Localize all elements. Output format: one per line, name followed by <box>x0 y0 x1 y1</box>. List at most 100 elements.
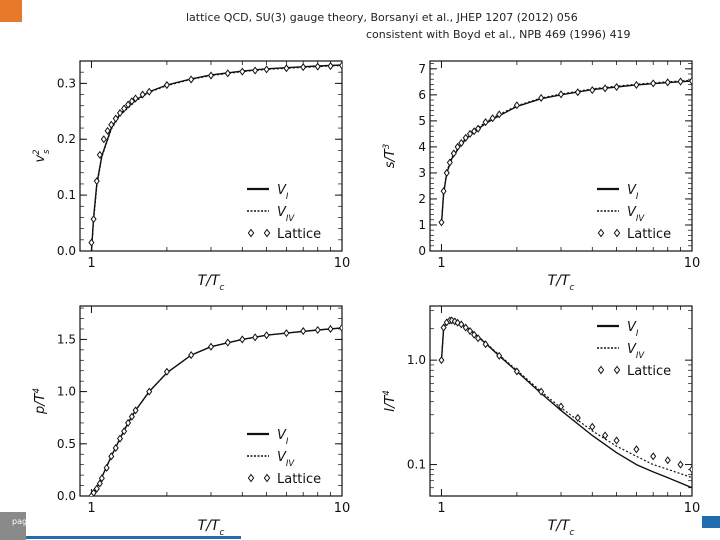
lattice-point <box>132 94 139 103</box>
legend-label: Lattice <box>627 227 671 242</box>
lattice-point <box>112 114 119 123</box>
lattice-point <box>688 77 692 86</box>
lattice-point <box>466 327 474 336</box>
legend-marker-lattice <box>597 228 605 238</box>
plot-series-group <box>88 61 342 251</box>
lattice-point <box>475 334 482 343</box>
lattice-point <box>440 323 447 332</box>
legend-marker-lattice <box>247 228 255 238</box>
lattice-point <box>100 135 107 144</box>
lattice-point <box>283 64 290 73</box>
legend-label: VI <box>627 183 639 201</box>
lattice-point <box>454 318 461 327</box>
lattice-point <box>300 327 307 336</box>
y-tick-label: 1.0 <box>407 353 426 367</box>
legend-label: VIV <box>277 205 295 223</box>
lattice-point <box>327 324 334 334</box>
plot-series-group <box>438 316 692 489</box>
lattice-point <box>338 61 342 70</box>
x-tick-label: 1 <box>437 256 445 271</box>
lattice-point <box>538 387 545 396</box>
y-tick-label: 1.5 <box>57 332 76 346</box>
brand-corner-block <box>0 0 22 22</box>
lattice-point <box>650 79 657 88</box>
lattice-point <box>496 351 503 360</box>
y-tick-label: 0 <box>418 244 426 258</box>
y-tick-label: 1.0 <box>57 385 76 399</box>
lattice-point <box>602 431 609 440</box>
lattice-point <box>513 367 520 376</box>
x-axis-label: T/Tc <box>198 518 225 538</box>
lattice-point <box>90 215 97 224</box>
lattice-point <box>121 104 128 113</box>
y-tick-label: 4 <box>418 140 426 154</box>
x-tick-label: 1 <box>87 256 95 271</box>
lattice-point <box>450 149 457 158</box>
lattice-point <box>482 118 489 127</box>
lattice-point <box>207 342 215 351</box>
legend-marker-lattice <box>247 473 255 483</box>
lattice-point <box>443 168 450 177</box>
series-line-viv <box>90 327 342 496</box>
legend-label: Lattice <box>277 227 321 242</box>
lattice-point <box>513 101 520 110</box>
lattice-point <box>458 138 465 148</box>
lattice-point <box>108 120 115 129</box>
legend-marker-lattice <box>613 228 621 238</box>
x-tick-label: 1 <box>437 501 445 516</box>
legend-label: VI <box>627 320 639 338</box>
y-tick-label: 6 <box>418 88 426 102</box>
lattice-point <box>239 335 246 344</box>
chart-trace-anomaly: 1 10 0.1 1.0 T/Tc I/T4 VI VIV Lattice <box>381 305 700 538</box>
lattice-point <box>446 158 453 167</box>
lattice-point <box>466 129 474 138</box>
lattice-point <box>263 331 270 340</box>
lattice-point <box>103 463 110 472</box>
y-tick-label: 0.1 <box>57 188 76 202</box>
lattice-point <box>574 413 581 422</box>
lattice-point <box>613 436 620 445</box>
lattice-point <box>96 479 103 488</box>
lattice-point <box>462 133 469 142</box>
lattice-point <box>263 65 270 74</box>
lattice-point <box>633 445 640 454</box>
lattice-point <box>163 367 170 376</box>
legend-label: VI <box>277 428 289 446</box>
x-axis-label: T/Tc <box>198 273 225 293</box>
plot-frame <box>79 305 343 497</box>
lattice-point <box>146 387 153 396</box>
x-tick-label: 10 <box>334 256 351 271</box>
lattice-point <box>125 100 132 109</box>
legend-label: VIV <box>627 205 645 223</box>
series-line-viv <box>440 319 692 479</box>
lattice-point <box>688 465 692 474</box>
lattice-point <box>633 80 640 89</box>
lattice-point <box>538 93 545 102</box>
legend-label: Lattice <box>277 472 321 487</box>
plot-frame <box>429 60 693 252</box>
lattice-point <box>557 402 565 411</box>
lattice-point <box>300 63 307 72</box>
lattice-point <box>98 474 105 483</box>
lattice-point <box>163 80 170 90</box>
reference-caption-line1: lattice QCD, SU(3) gauge theory, Borsany… <box>186 11 578 24</box>
lattice-point <box>108 452 115 461</box>
lattice-point <box>489 114 496 123</box>
lattice-point <box>482 340 489 349</box>
y-tick-label: 5 <box>418 114 426 128</box>
y-tick-label: 7 <box>418 62 426 76</box>
lattice-point <box>557 90 565 99</box>
y-tick-label: 0.5 <box>57 437 76 451</box>
legend-label: VIV <box>627 342 645 360</box>
plot-series-group <box>88 323 342 496</box>
lattice-point <box>338 323 342 332</box>
lattice-point <box>224 338 231 347</box>
y-tick-label: 2 <box>418 192 426 206</box>
chart-sound-speed: 1 10 0.0 0.1 0.2 0.3 T/Tc v2s VI VIV Lattice <box>31 60 351 293</box>
lattice-point <box>574 88 581 97</box>
lattice-point <box>496 110 503 119</box>
lattice-point <box>128 412 135 421</box>
lattice-point <box>462 323 469 332</box>
lattice-point <box>139 90 146 99</box>
